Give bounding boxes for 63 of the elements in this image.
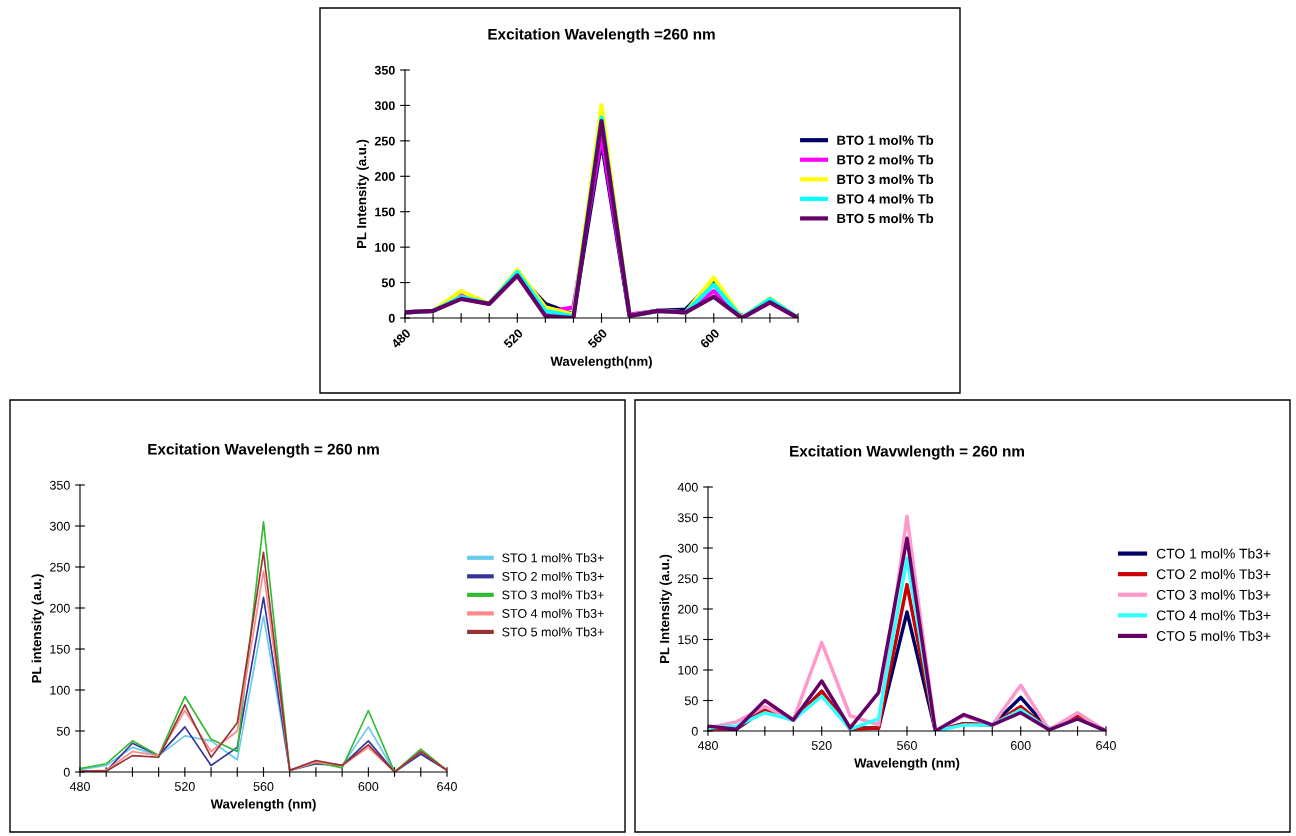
legend-label: STO 3 mol% Tb3+ [502, 590, 604, 600]
x-tick-label: 560 [897, 741, 917, 750]
legend-label: CTO 1 mol% Tb3+ [1156, 548, 1271, 559]
y-tick-label: 100 [678, 665, 698, 675]
legend-label: STO 4 mol% Tb3+ [502, 608, 604, 618]
x-axis-title: Wavelength (nm) [210, 798, 316, 812]
y-tick-label: 200 [374, 172, 395, 181]
x-tick-label: 560 [253, 782, 274, 791]
y-tick-label: 50 [381, 278, 395, 288]
x-tick-label: 600 [1010, 741, 1031, 750]
legend-label: BTO 3 mol% Tb [837, 174, 934, 185]
legend-label: BTO 5 mol% Tb [837, 213, 934, 224]
x-tick-label: 480 [69, 782, 90, 791]
x-tick-label: 600 [358, 782, 379, 791]
legend-label: CTO 4 mol% Tb3+ [1156, 610, 1271, 621]
y-tick-label: 300 [677, 543, 698, 553]
legend-label: STO 5 mol% Tb3+ [502, 627, 604, 637]
y-tick-label: 200 [678, 604, 698, 614]
y-tick-label: 50 [56, 726, 70, 736]
y-tick-label: 350 [677, 513, 698, 523]
y-tick-label: 250 [50, 562, 70, 572]
y-tick-label: 350 [49, 480, 70, 490]
chart-title: Excitation Wavwlength = 260 nm [790, 445, 1024, 460]
y-tick-label: 400 [677, 482, 698, 492]
x-tick-label: 640 [437, 782, 457, 791]
y-tick-label: 150 [678, 635, 698, 645]
legend-label: STO 1 mol% Tb3+ [502, 553, 604, 563]
chart-title: Excitation Wavelength = 260 nm [148, 443, 379, 458]
y-tick-label: 250 [678, 574, 698, 584]
x-tick-label: 520 [503, 328, 524, 349]
y-axis-title: PL intensity (a.u.) [31, 574, 44, 683]
y-tick-label: 0 [388, 313, 395, 323]
x-axis-title: Wavelength(nm) [550, 356, 652, 369]
y-tick-label: 300 [374, 101, 395, 111]
y-tick-label: 250 [374, 136, 395, 146]
x-tick-label: 600 [699, 328, 720, 349]
x-tick-label: 520 [811, 741, 832, 750]
y-tick-label: 300 [49, 521, 70, 531]
legend-label: CTO 3 mol% Tb3+ [1156, 589, 1271, 600]
x-tick-label: 520 [174, 782, 195, 791]
x-tick-label: 640 [1096, 741, 1116, 750]
y-tick-label: 350 [374, 65, 395, 75]
legend-label: CTO 5 mol% Tb3+ [1156, 630, 1271, 641]
x-tick-label: 480 [390, 328, 412, 349]
y-axis-title: PL Intensity (a.u.) [659, 554, 672, 663]
y-axis-title: PL Intensity (a.u.) [356, 139, 369, 248]
legend-label: BTO 2 mol% Tb [837, 154, 934, 165]
chart-title: Excitation Wavelength =260 nm [488, 28, 715, 43]
legend-label: STO 2 mol% Tb3+ [502, 571, 604, 581]
legend-label: BTO 4 mol% Tb [837, 193, 934, 204]
y-tick-label: 200 [50, 603, 70, 613]
y-tick-label: 0 [63, 767, 70, 777]
y-tick-label: 50 [684, 696, 698, 706]
y-tick-label: 150 [375, 207, 395, 217]
y-tick-label: 0 [691, 726, 698, 736]
x-axis-title: Wavelength (nm) [854, 757, 960, 771]
legend-label: BTO 1 mol% Tb [837, 135, 934, 145]
x-tick-label: 480 [697, 741, 718, 750]
y-tick-label: 100 [50, 685, 70, 695]
y-tick-label: 150 [50, 644, 70, 654]
legend-label: CTO 2 mol% Tb3+ [1156, 568, 1271, 580]
x-tick-label: 560 [587, 328, 608, 349]
y-tick-label: 100 [375, 242, 395, 252]
